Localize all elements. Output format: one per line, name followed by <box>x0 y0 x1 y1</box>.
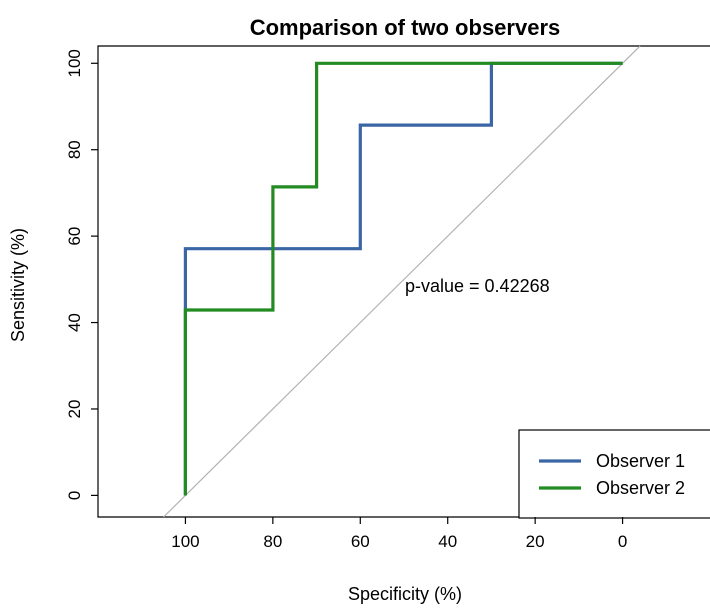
y-tick-label: 40 <box>65 313 84 332</box>
legend-box <box>518 429 710 519</box>
y-tick-label: 80 <box>65 140 84 159</box>
legend: Observer 1 Observer 2 <box>518 429 710 519</box>
x-tick-label: 60 <box>351 532 370 551</box>
p-value-annotation: p-value = 0.42268 <box>405 276 550 296</box>
x-axis: 100 80 60 40 20 0 <box>171 517 627 551</box>
x-tick-label: 0 <box>618 532 627 551</box>
x-axis-label: Specificity (%) <box>348 584 462 604</box>
y-axis-label: Sensitivity (%) <box>8 228 28 342</box>
series-line-observer-2 <box>183 61 623 496</box>
y-tick-label: 100 <box>65 49 84 77</box>
x-tick-label: 100 <box>171 532 199 551</box>
chart-title: Comparison of two observers <box>250 15 561 40</box>
y-tick-label: 60 <box>65 227 84 246</box>
plot-area <box>97 45 710 518</box>
legend-label-observer-2: Observer 2 <box>596 478 685 498</box>
y-tick-label: 0 <box>65 491 84 500</box>
x-tick-label: 80 <box>263 532 282 551</box>
y-tick-label: 20 <box>65 400 84 419</box>
y-axis: 0 20 40 60 80 100 <box>65 49 98 500</box>
plot-frame <box>97 45 710 518</box>
legend-label-observer-1: Observer 1 <box>596 451 685 471</box>
diagonal-reference-line <box>163 45 641 518</box>
x-tick-label: 40 <box>438 532 457 551</box>
x-tick-label: 20 <box>526 532 545 551</box>
